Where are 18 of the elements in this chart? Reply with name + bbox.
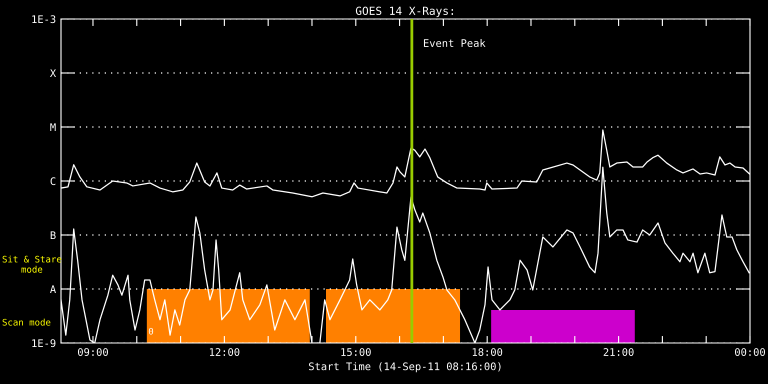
y-tick-label: 1E-3: [32, 15, 56, 24]
x-tick-label: 00:00: [735, 348, 766, 356]
x-tick-label: 12:00: [210, 348, 240, 356]
ref-line-label: Event Peak: [424, 38, 486, 48]
x-tick-label: 21:00: [604, 348, 634, 356]
y-tick-label: C: [50, 177, 56, 186]
chart-title: GOES 14 X-Rays:: [356, 6, 454, 18]
x-tick-label: 18:00: [472, 348, 502, 356]
annotation: 0: [148, 328, 154, 335]
x-axis-title: Start Time (14-Sep-11 08:16:00): [309, 362, 501, 372]
y-tick-label: M: [50, 123, 56, 131]
y-tick-label: A: [50, 285, 56, 293]
x-tick-label: 09:00: [78, 348, 108, 356]
x-tick-label: 15:00: [341, 348, 371, 356]
y-tick-label: X: [50, 69, 56, 77]
y-tick-label: 1E-9: [32, 339, 56, 348]
y-tick-label: B: [50, 231, 56, 239]
text: Scan mode: [2, 318, 50, 326]
